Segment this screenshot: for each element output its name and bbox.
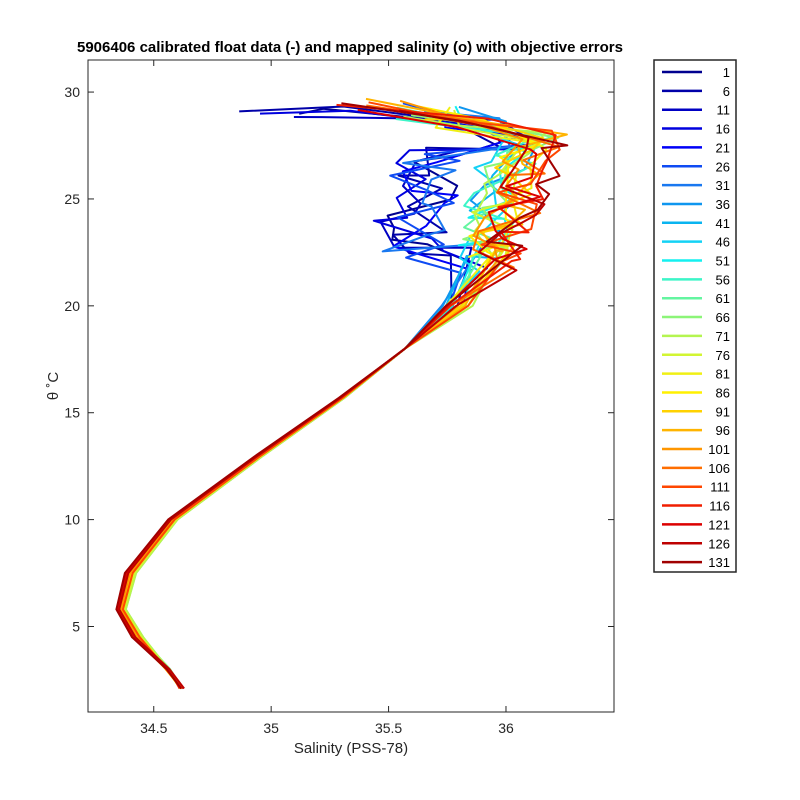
legend-label: 16 [716, 122, 730, 137]
profile-line-126 [118, 109, 546, 690]
plot-frame [87, 59, 615, 713]
legend-label: 91 [716, 404, 730, 419]
legend-label: 81 [716, 367, 730, 382]
y-tick-label: 20 [64, 298, 80, 314]
x-axis-label: Salinity (PSS-78) [294, 740, 408, 757]
profile-line-131 [115, 102, 569, 690]
legend-label: 46 [716, 235, 730, 250]
legend-label: 51 [716, 254, 730, 269]
x-tick-label: 35.5 [375, 720, 402, 736]
y-tick-label: 25 [64, 191, 80, 207]
y-axis-label: θ ˚C [45, 372, 62, 401]
legend-label: 101 [708, 442, 730, 457]
legend-label: 56 [716, 272, 730, 287]
legend: 1611162126313641465156616671768186919610… [653, 59, 737, 573]
legend-label: 6 [723, 84, 730, 99]
x-tick-label: 36 [498, 720, 514, 736]
legend-label: 96 [716, 423, 730, 438]
legend-label: 11 [717, 103, 731, 118]
x-tick-label: 34.5 [140, 720, 167, 736]
x-tick-label: 35 [263, 720, 279, 736]
legend-label: 61 [716, 291, 730, 306]
legend-label: 106 [708, 461, 730, 476]
legend-label: 21 [716, 140, 730, 155]
x-axis-ticks: 34.5 35 35.5 36 [140, 60, 514, 736]
legend-label: 36 [716, 197, 730, 212]
legend-label: 71 [716, 329, 730, 344]
y-tick-label: 10 [64, 512, 80, 528]
y-tick-label: 30 [64, 84, 80, 100]
legend-label: 76 [716, 348, 730, 363]
legend-label: 41 [716, 216, 730, 231]
series-lines [115, 97, 569, 690]
legend-label: 66 [716, 310, 730, 325]
profile-line-111 [121, 101, 561, 690]
y-axis-ticks: 5 10 15 20 25 30 [64, 84, 614, 634]
legend-label: 126 [708, 536, 730, 551]
y-tick-label: 5 [72, 618, 80, 634]
legend-label: 131 [708, 555, 730, 570]
legend-label: 26 [716, 159, 730, 174]
legend-label: 86 [716, 385, 730, 400]
legend-label: 1 [723, 65, 730, 80]
legend-label: 121 [708, 517, 730, 532]
profile-line-101 [119, 99, 524, 690]
y-tick-label: 15 [64, 405, 80, 421]
chart-title: 5906406 calibrated float data (-) and ma… [77, 39, 623, 56]
legend-label: 31 [716, 178, 730, 193]
legend-label: 116 [709, 499, 730, 514]
legend-label: 111 [710, 480, 730, 495]
